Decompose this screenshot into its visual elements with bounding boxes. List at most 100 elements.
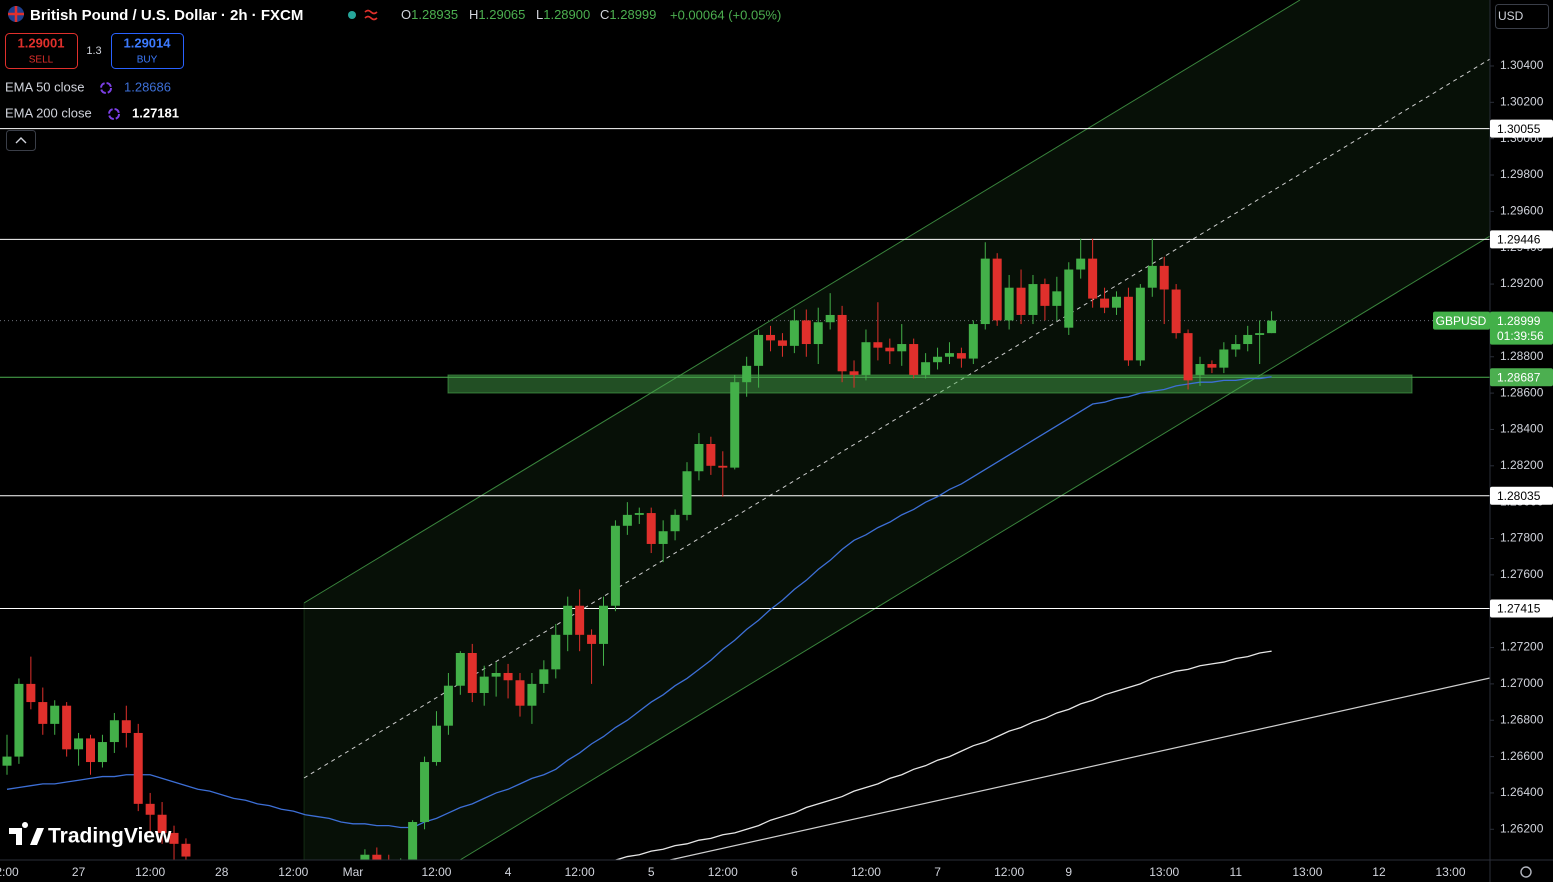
candle-body — [62, 705, 72, 750]
ohlc-value: 1.28935 — [411, 7, 458, 22]
candle-body — [944, 353, 954, 357]
x-tick-label: 9 — [1065, 865, 1072, 879]
currency-box[interactable] — [1495, 4, 1549, 29]
settings-button[interactable] — [1520, 866, 1532, 878]
logo-icon — [9, 822, 44, 845]
candle-body — [694, 443, 704, 472]
ohlc-open: O1.28935 — [401, 7, 458, 22]
indicator-loading-icon — [108, 108, 120, 120]
symbol-header: British Pound / U.S. Dollar · 2h · FXCM … — [8, 6, 781, 24]
y-tick-label: 1.27000 — [1500, 676, 1544, 690]
candle-body — [2, 756, 12, 766]
candle-body — [145, 803, 155, 815]
x-tick-label: Mar — [343, 865, 364, 879]
symbol-label: GBPUSD — [1436, 314, 1487, 328]
y-tick-label: 1.26800 — [1500, 712, 1544, 726]
candle-body — [1231, 344, 1241, 350]
candle-body — [443, 685, 453, 726]
y-tick-label: 1.30400 — [1500, 58, 1544, 72]
buy-label[interactable]: BUY — [137, 55, 158, 66]
candle-body — [706, 443, 716, 466]
price-level-label-box — [1490, 599, 1553, 618]
price-level-label: 1.28687 — [1497, 370, 1541, 384]
y-tick-label: 1.27800 — [1500, 531, 1544, 545]
x-tick-label: 2:00 — [0, 865, 19, 879]
y-tick-label: 1.30200 — [1500, 94, 1544, 108]
sell-button[interactable]: 1.29001 SELL — [5, 33, 78, 69]
price-level-label-box — [1490, 119, 1553, 138]
collapse-button[interactable] — [6, 130, 36, 151]
x-tick-label: 12:00 — [421, 865, 451, 879]
change: +0.00064 (+0.05%) — [670, 7, 781, 22]
candle-body — [1040, 284, 1050, 306]
data-delay-icon — [364, 9, 378, 21]
candle-body — [527, 683, 537, 706]
candle-body — [74, 738, 84, 750]
candle-body — [873, 342, 883, 348]
candle-body — [766, 334, 776, 341]
x-tick-label: 12 — [1372, 865, 1386, 879]
candle-body — [86, 738, 96, 763]
ohlc-high: H1.29065 — [469, 7, 525, 22]
candle-body — [539, 669, 549, 684]
settings-icon[interactable] — [1520, 866, 1532, 878]
indicator-value: 1.27181 — [132, 105, 179, 120]
indicator-legend: EMA 50 close 1.28686 EMA 200 close 1.271… — [5, 79, 179, 151]
collapse-icon[interactable] — [15, 137, 27, 144]
indicator-name[interactable]: EMA 200 close — [5, 105, 92, 120]
ohlc-value: 1.28900 — [543, 7, 590, 22]
y-tick-label: 1.29200 — [1500, 276, 1544, 290]
buy-price[interactable]: 1.29014 — [124, 35, 172, 50]
candle-body — [109, 720, 119, 743]
sell-box[interactable] — [5, 33, 78, 69]
ohlc-low: L1.28900 — [536, 7, 590, 22]
buy-box[interactable] — [111, 33, 184, 69]
candle-body — [837, 314, 847, 372]
candle-body — [38, 702, 48, 724]
symbol-label-box — [1433, 311, 1490, 330]
candle-body — [1195, 364, 1205, 375]
price-level-label-box — [1490, 368, 1553, 387]
trend-line — [669, 677, 1490, 860]
candle-body — [1159, 265, 1169, 290]
candle-body — [1219, 349, 1229, 368]
candle-body — [169, 832, 179, 844]
candle-body — [551, 634, 561, 670]
candle-body — [658, 531, 668, 544]
watermark: TradingView — [9, 822, 172, 848]
sell-price[interactable]: 1.29001 — [18, 35, 65, 50]
x-tick-label: 12:00 — [851, 865, 881, 879]
axis-labels: 1.30055 1.29446 1.28687 1.28035 1.27415 GBPUS… — [1433, 119, 1553, 618]
candle-body — [1207, 364, 1217, 368]
y-tick-label: 1.26600 — [1500, 749, 1544, 763]
candle-body — [1171, 289, 1181, 334]
countdown-label: 01:39:56 — [1497, 329, 1544, 343]
y-tick-label: 1.26400 — [1500, 785, 1544, 799]
candle-body — [14, 683, 24, 757]
ohlc-label: O — [401, 7, 411, 22]
candle-body — [742, 365, 752, 383]
candle-body — [909, 344, 919, 375]
y-tick-label: 1.28200 — [1500, 458, 1544, 472]
indicator-value: 1.28686 — [124, 79, 171, 94]
y-tick-label: 1.29800 — [1500, 167, 1544, 181]
flag-cross — [8, 6, 24, 22]
candle-body — [575, 605, 585, 635]
y-tick-label: 1.28400 — [1500, 422, 1544, 436]
currency[interactable]: USD — [1498, 9, 1524, 23]
ohlc-value: 1.29065 — [478, 7, 525, 22]
market-status — [348, 11, 356, 19]
buy-button[interactable]: 1.29014 BUY — [111, 33, 184, 69]
symbol-title: British Pound / U.S. Dollar · 2h · FXCM — [30, 7, 303, 24]
x-tick-label: 13:00 — [1436, 865, 1466, 879]
ohlc-label: L — [536, 7, 543, 22]
candle-body — [825, 314, 835, 323]
sell-label[interactable]: SELL — [29, 55, 54, 66]
last-price-box — [1490, 311, 1553, 345]
currency-selector[interactable]: USD — [1495, 4, 1549, 29]
ohlc-close: C1.28999 — [600, 7, 656, 22]
candle-body — [563, 605, 573, 635]
indicator-name[interactable]: EMA 50 close — [5, 79, 85, 94]
candle-body — [885, 347, 895, 352]
logo-text: TradingView — [48, 825, 172, 848]
